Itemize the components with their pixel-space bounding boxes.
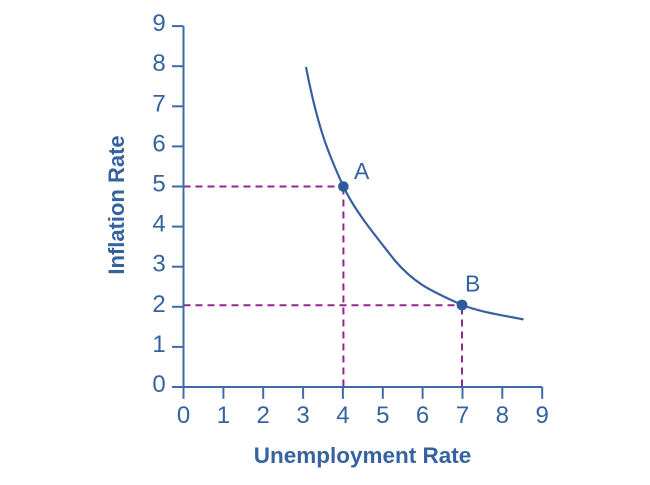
svg-text:9: 9 <box>152 10 165 37</box>
svg-text:A: A <box>354 158 370 184</box>
svg-text:5: 5 <box>376 402 389 429</box>
svg-text:5: 5 <box>152 171 165 198</box>
svg-text:8: 8 <box>496 402 509 429</box>
svg-text:1: 1 <box>152 331 165 358</box>
svg-text:4: 4 <box>336 402 349 429</box>
svg-text:4: 4 <box>152 211 165 238</box>
svg-text:7: 7 <box>152 90 165 117</box>
svg-text:2: 2 <box>152 291 165 318</box>
svg-text:0: 0 <box>152 371 165 398</box>
svg-text:8: 8 <box>152 50 165 77</box>
svg-text:Unemployment Rate: Unemployment Rate <box>254 443 472 468</box>
svg-text:7: 7 <box>456 402 469 429</box>
svg-text:9: 9 <box>536 402 549 429</box>
svg-text:6: 6 <box>416 402 429 429</box>
svg-text:B: B <box>465 271 480 297</box>
svg-text:2: 2 <box>257 402 270 429</box>
svg-text:1: 1 <box>217 402 230 429</box>
svg-text:Inflation Rate: Inflation Rate <box>104 135 129 274</box>
svg-text:6: 6 <box>152 130 165 157</box>
svg-text:3: 3 <box>152 251 165 278</box>
svg-text:0: 0 <box>177 402 190 429</box>
svg-text:3: 3 <box>296 402 309 429</box>
